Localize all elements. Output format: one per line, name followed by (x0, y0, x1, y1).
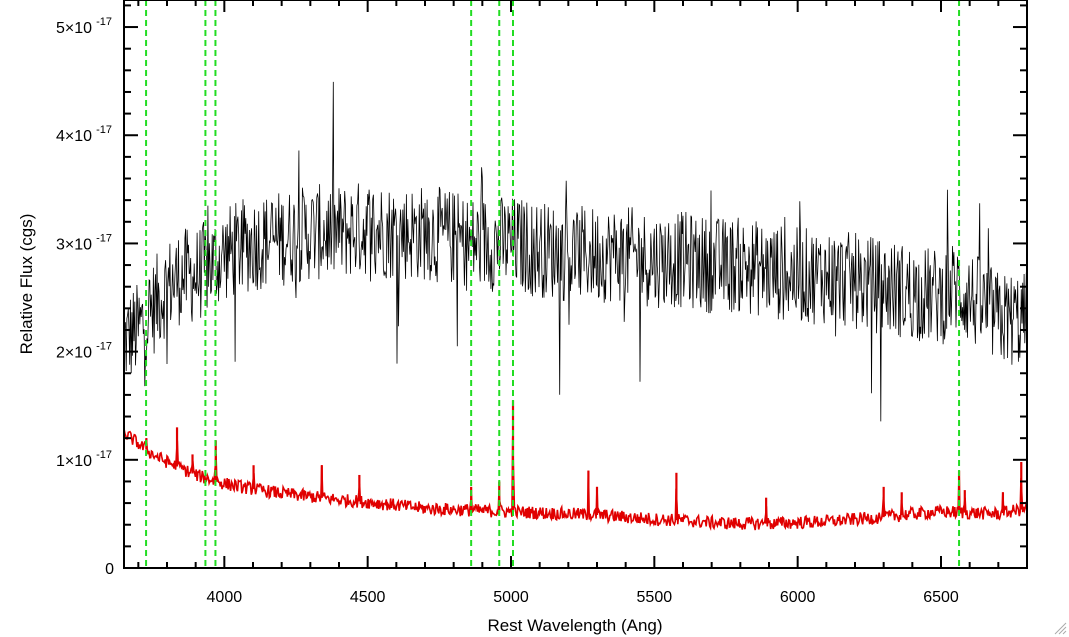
resize-grip-icon[interactable] (1053, 621, 1067, 635)
y-tick-label: 1×10 (56, 453, 92, 470)
y-tick-label: 3×10 (56, 236, 92, 253)
plot-border (123, 0, 1028, 569)
reference-lines (145, 0, 961, 568)
y-axis-title: Relative Flux (cgs) (17, 214, 36, 355)
y-tick-exponent: -17 (96, 449, 112, 461)
x-tick-label: 4000 (207, 589, 243, 606)
x-axis-title: Rest Wavelength (Ang) (487, 616, 662, 635)
plot-frame (123, 0, 1028, 569)
series-layer (124, 81, 1027, 532)
x-tick-label: 5000 (493, 589, 529, 606)
series-observed-spectrum (124, 81, 1027, 422)
y-axis-ticks: 0 1×10 -17 2×10 -17 3×10 -17 4×10 -17 5×10 -17 (56, 4, 1027, 578)
y-tick-exponent: -17 (96, 341, 112, 353)
x-tick-label: 6500 (923, 589, 959, 606)
x-tick-label: 6000 (780, 589, 816, 606)
y-tick-label: 5×10 (56, 20, 92, 37)
y-tick-exponent: -17 (96, 124, 112, 136)
y-tick-label: 4×10 (56, 128, 92, 145)
y-tick-label: 2×10 (56, 345, 92, 362)
x-tick-label: 4500 (350, 589, 386, 606)
x-tick-label: 5500 (637, 589, 673, 606)
series-model-spectrum (124, 428, 1027, 532)
y-tick-exponent: -17 (96, 232, 112, 244)
y-tick-exponent: -17 (96, 16, 112, 28)
x-axis-ticks: 4000 4500 5000 5500 6000 6500 (137, 0, 1028, 606)
y-tick-label: 0 (105, 561, 114, 578)
